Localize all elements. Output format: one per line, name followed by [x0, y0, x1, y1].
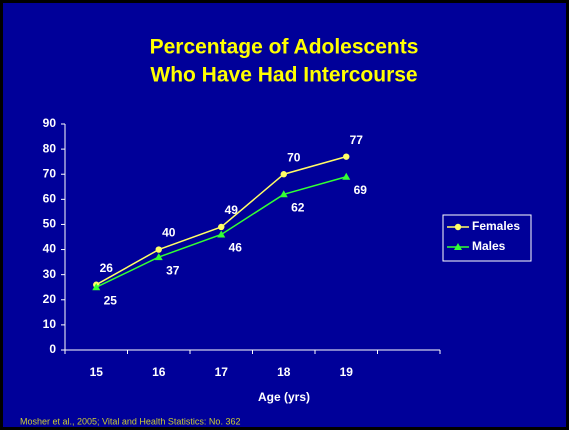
point-marker [342, 172, 351, 180]
y-tick-label: 50 [43, 217, 57, 231]
data-label: 26 [100, 261, 114, 275]
point-marker [154, 253, 163, 261]
x-tick-label: 17 [215, 365, 229, 379]
point-marker [155, 246, 162, 253]
source-note: Mosher et al., 2005; Vital and Health St… [20, 416, 240, 426]
y-tick-label: 80 [43, 141, 57, 155]
y-tick-label: 10 [43, 317, 57, 331]
y-tick-label: 60 [43, 192, 57, 206]
data-label: 70 [287, 150, 301, 164]
point-marker [343, 153, 350, 160]
y-tick-label: 30 [43, 267, 57, 281]
legend-label: Males [472, 239, 506, 253]
legend-box [442, 214, 532, 262]
data-label: 40 [162, 226, 176, 240]
y-tick-label: 40 [43, 242, 57, 256]
data-label: 49 [225, 203, 239, 217]
data-label: 46 [229, 241, 243, 255]
data-label: 37 [166, 263, 180, 277]
x-tick-label: 18 [277, 365, 291, 379]
x-tick-label: 16 [152, 365, 166, 379]
point-marker [92, 283, 101, 291]
point-marker [454, 243, 462, 250]
y-tick-label: 70 [43, 166, 57, 180]
legend-label: Females [472, 219, 520, 233]
y-tick-label: 90 [43, 116, 57, 130]
chart-subtitle: Who Have Had Intercourse [150, 64, 417, 87]
point-marker [217, 230, 226, 238]
y-tick-label: 20 [43, 292, 57, 306]
x-axis-label: Age (yrs) [258, 390, 310, 404]
x-tick-label: 19 [340, 365, 354, 379]
point-marker [454, 223, 462, 231]
data-label: 77 [350, 133, 364, 147]
point-marker [218, 223, 225, 231]
point-marker [279, 190, 288, 198]
data-label: 62 [291, 200, 305, 214]
data-label: 69 [354, 183, 368, 197]
point-marker [280, 171, 287, 178]
data-label: 25 [104, 293, 118, 307]
chart-title: Percentage of Adolescents [150, 36, 419, 59]
x-tick-label: 15 [90, 365, 104, 379]
y-tick-label: 0 [49, 342, 56, 356]
